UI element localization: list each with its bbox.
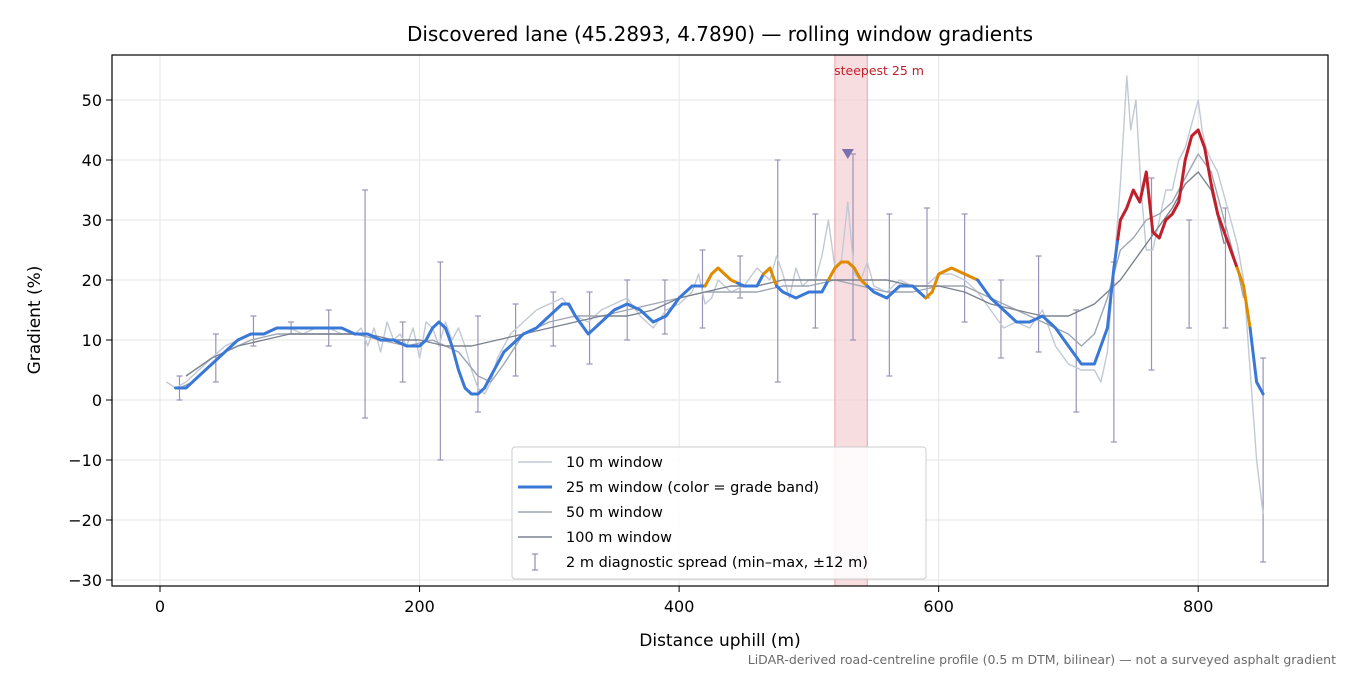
x-axis-label: Distance uphill (m) [639, 631, 800, 651]
series-25m-segment-normal [775, 278, 830, 300]
x-tick-label: 200 [404, 597, 435, 616]
errorbar [250, 315, 257, 347]
legend-label-100m: 100 m window [566, 530, 672, 546]
errorbar [212, 333, 219, 383]
legend-label-10m: 10 m window [566, 455, 663, 471]
series-10m-line [166, 75, 1264, 515]
series-50m-line [179, 153, 1245, 389]
errorbar [586, 291, 593, 365]
series-25m-segment-normal [976, 237, 1120, 366]
steepest-marker [841, 149, 854, 159]
y-axis-ticks: −30 −20 −10 0 10 20 30 40 50 [68, 91, 112, 590]
errorbar [1035, 255, 1042, 353]
series-lines [166, 75, 1265, 515]
errorbar [661, 279, 668, 335]
errorbar [362, 189, 369, 419]
legend-swatch-errorbar [532, 553, 538, 571]
errorbar [437, 261, 444, 461]
legend-label-50m: 50 m window [566, 505, 663, 521]
legend-label-errorbar: 2 m diagnostic spread (min–max, ±12 m) [566, 555, 868, 571]
errorbar [812, 213, 819, 329]
y-tick-label: −20 [68, 511, 102, 530]
y-tick-label: 30 [82, 211, 102, 230]
errorbar [737, 255, 744, 299]
y-tick-label: −30 [68, 571, 102, 590]
errorbar [961, 213, 968, 323]
errorbar [474, 315, 481, 413]
series-25m-segment-steep [1235, 266, 1252, 330]
series-25m-segment-normal [174, 284, 707, 396]
steepest-marker-triangle [841, 149, 854, 159]
footnote: LiDAR-derived road-centreline profile (0… [748, 652, 1336, 667]
y-tick-label: 40 [82, 151, 102, 170]
legend: 10 m window 25 m window (color = grade b… [511, 446, 927, 580]
errorbar [1186, 219, 1193, 329]
series-25m-segment-steep [924, 266, 980, 300]
errorbar [1073, 309, 1080, 413]
series-25m-segment-steep [703, 266, 739, 288]
series-25m-segment-very_steep [1116, 128, 1239, 270]
y-tick-label: 50 [82, 91, 102, 110]
series-25m-segment-normal [1248, 326, 1265, 396]
steepest-label: steepest 25 m [834, 63, 924, 78]
series-25m-segment-normal [865, 284, 928, 300]
legend-label-25m: 25 m window (color = grade band) [566, 480, 819, 496]
series-25m-segment-normal [736, 272, 765, 288]
series-25m-segment-steep [826, 260, 869, 288]
x-tick-label: 600 [923, 597, 954, 616]
x-tick-label: 0 [155, 597, 165, 616]
y-tick-label: 10 [82, 331, 102, 350]
y-tick-label: 20 [82, 271, 102, 290]
chart-title: Discovered lane (45.2893, 4.7890) — roll… [407, 22, 1033, 46]
errorbar [774, 159, 781, 383]
x-tick-label: 400 [664, 597, 695, 616]
errorbar [997, 279, 1004, 359]
series-25m-segment-steep [762, 266, 778, 288]
legend-box [511, 446, 927, 580]
y-tick-label: −10 [68, 451, 102, 470]
y-axis-label: Gradient (%) [25, 266, 45, 375]
y-tick-label: 0 [92, 391, 102, 410]
errorbar [550, 291, 557, 347]
errorbar [399, 321, 406, 383]
x-tick-label: 800 [1183, 597, 1214, 616]
plot-frame [111, 54, 1329, 587]
x-axis-ticks: 0 200 400 600 800 [155, 586, 1214, 616]
errorbar [850, 153, 857, 341]
errorbars [176, 153, 1267, 563]
